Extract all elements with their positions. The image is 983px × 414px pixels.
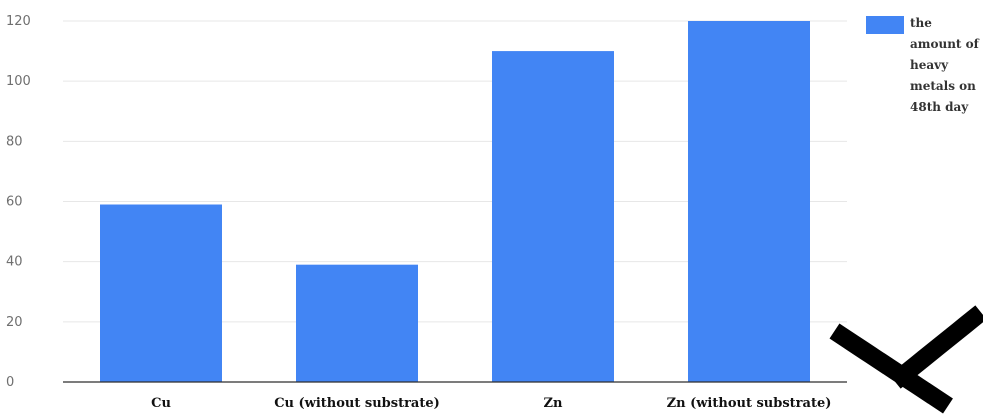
y-tick-label: 20 [6,315,23,330]
legend-label-line: 48th day [910,100,969,114]
legend-label-line: metals on [910,79,976,93]
corner-watermark-icon [829,305,983,414]
bar [100,204,222,382]
y-tick-label: 0 [6,375,14,390]
bars-layer [100,21,810,382]
legend-label-line: amount of [910,37,980,51]
legend-layer: the amount of heavy metals on 48th day [866,16,980,114]
y-tick-label: 100 [6,74,31,89]
y-tick-label: 40 [6,255,23,270]
bar [296,264,418,382]
legend-label-line: heavy [910,58,949,72]
bar [492,51,614,382]
y-tick-label: 60 [6,195,23,210]
legend-swatch [866,16,904,34]
labels-layer: 0 20 40 60 80 100 120 Cu Cu (without substrate) Z… [6,14,831,411]
x-tick-label: Zn (without substrate) [667,396,832,411]
legend-label-line: the [910,16,932,30]
x-tick-label: Cu [151,396,171,411]
bar [688,21,810,382]
y-tick-label: 80 [6,134,23,149]
x-tick-label: Cu (without substrate) [274,396,440,411]
x-tick-label: Zn [544,396,563,411]
y-tick-label: 120 [6,14,31,29]
